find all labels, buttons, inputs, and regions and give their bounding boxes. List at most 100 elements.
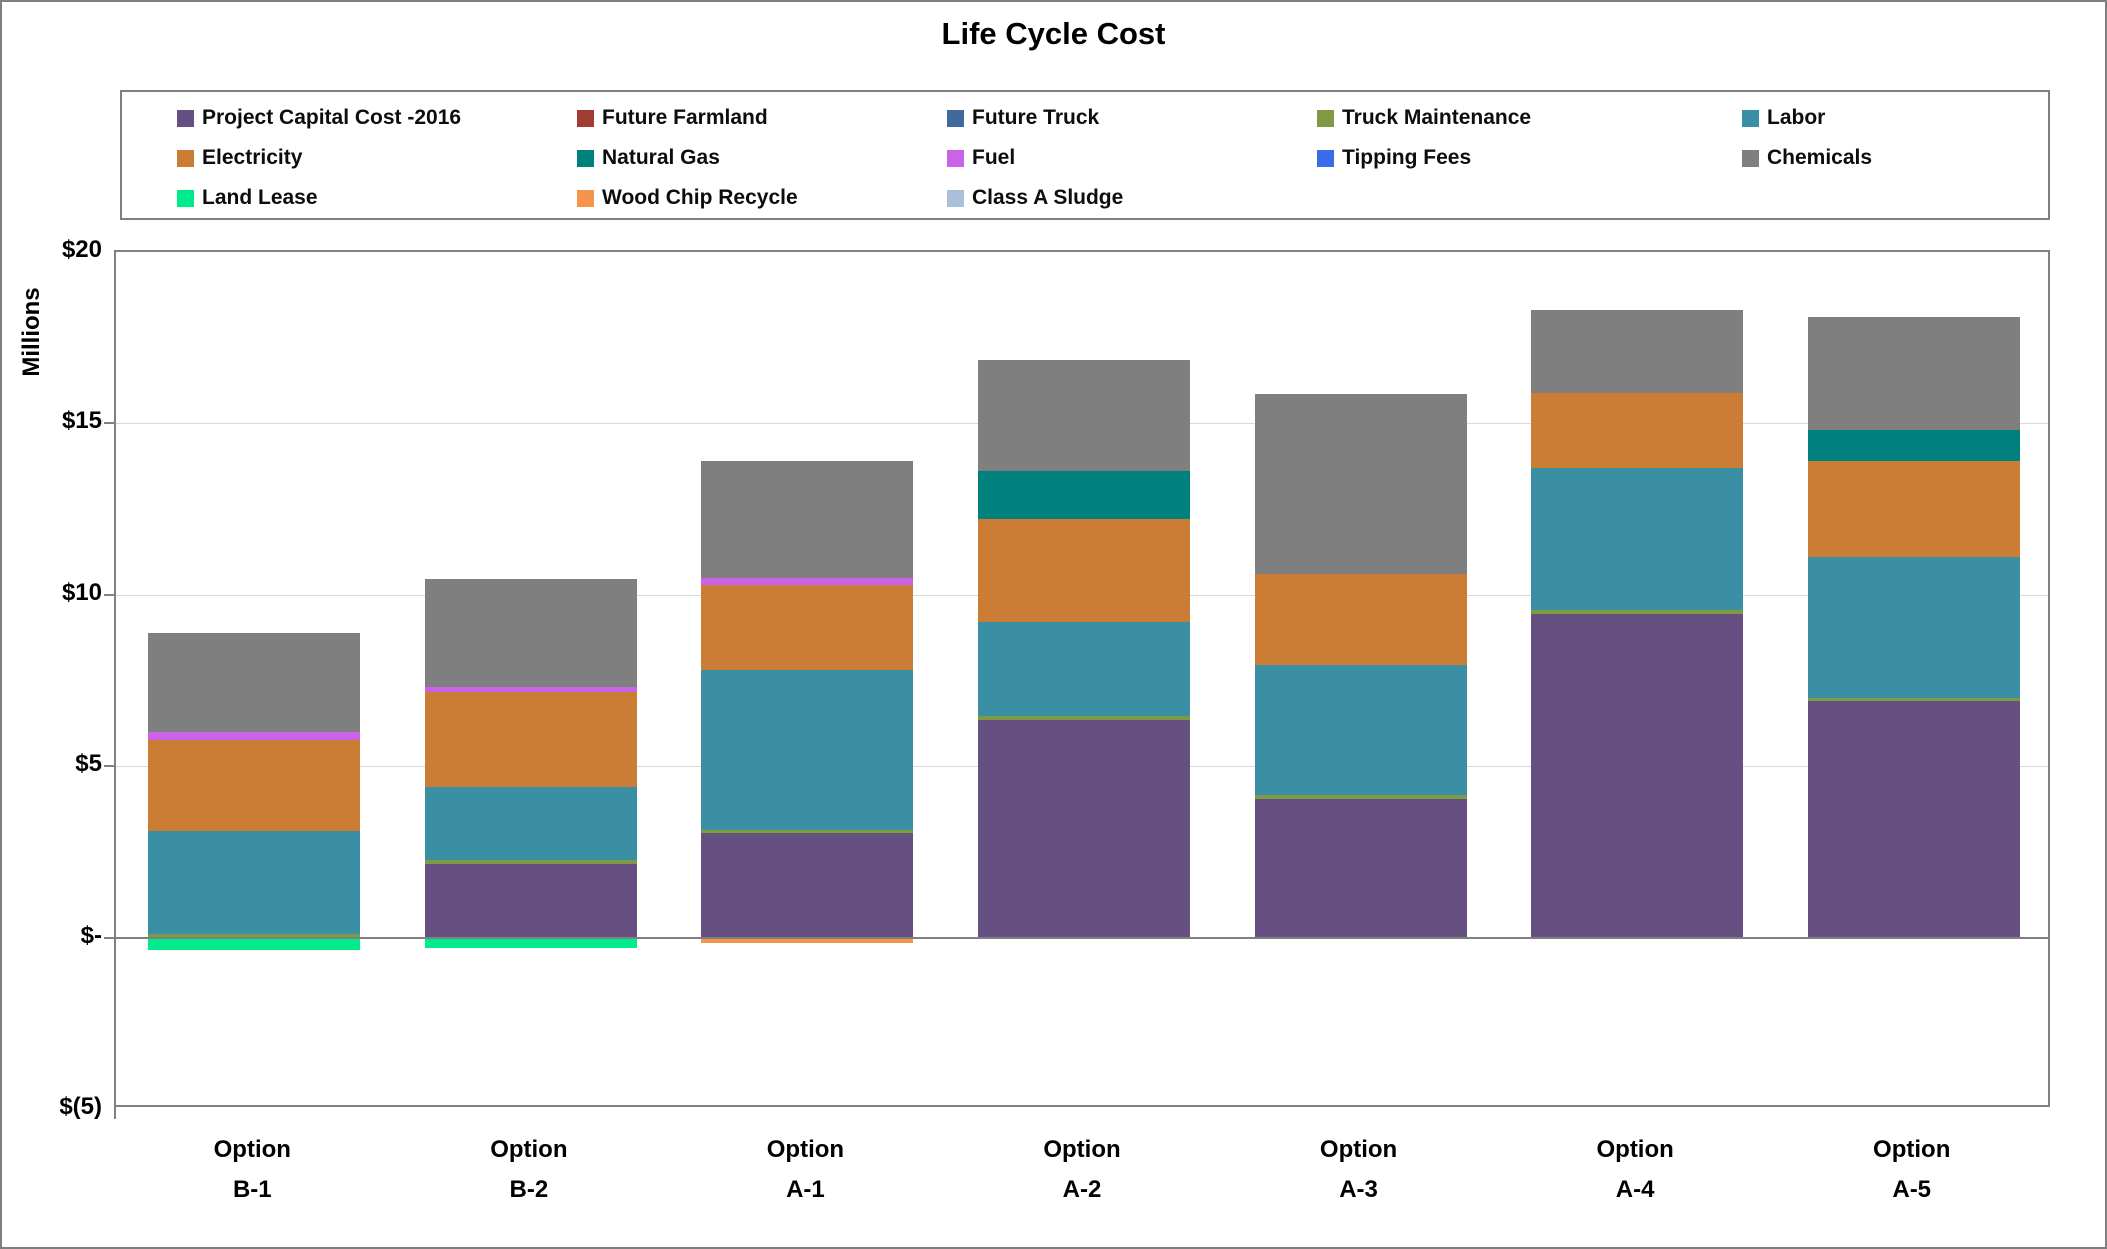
y-tick-mark-10 — [104, 593, 116, 596]
legend-label-truck-maintenance: Truck Maintenance — [1342, 106, 1532, 129]
legend-label-future-farmland: Future Farmland — [602, 106, 768, 129]
legend-item-labor: Labor — [1742, 106, 2052, 130]
bar-segment-project-capital-cost-2016-option-b-2 — [424, 863, 637, 938]
x-axis-origin-tick — [114, 1105, 116, 1119]
bar-segment-labor-option-b-2 — [424, 786, 637, 861]
x-category-label-option-b-2: Option B-2 — [391, 1130, 667, 1210]
x-category-label-line2: B-1 — [232, 1176, 272, 1203]
bar-segment-labor-option-a-1 — [701, 670, 914, 830]
y-tick-label-15: $15 — [61, 407, 102, 435]
legend-swatch-land-lease — [177, 189, 194, 207]
x-category-label-line1: Option — [766, 1136, 845, 1163]
bar-segment-fuel-option-b-2 — [424, 687, 637, 693]
bar-segment-natural-gas-option-a-5 — [1807, 430, 2020, 462]
bar-segment-chemicals-option-a-1 — [701, 461, 914, 578]
legend-label-future-truck: Future Truck — [972, 106, 1100, 129]
legend-label-land-lease: Land Lease — [202, 186, 318, 209]
legend-item-future-farmland: Future Farmland — [577, 106, 947, 130]
bar-segment-land-lease-option-b-1 — [148, 937, 361, 950]
bar-segment-labor-option-a-4 — [1531, 467, 1744, 611]
bar-segment-land-lease-option-b-2 — [424, 937, 637, 948]
x-category-label-line2: A-4 — [1615, 1176, 1655, 1203]
bar-segment-truck-maintenance-option-b-1 — [148, 934, 361, 938]
bar-segment-chemicals-option-a-3 — [1254, 394, 1467, 575]
bar-segment-project-capital-cost-2016-option-a-3 — [1254, 798, 1467, 938]
bar-segment-truck-maintenance-option-a-2 — [978, 716, 1190, 720]
bar-segment-chemicals-option-b-2 — [424, 579, 637, 688]
bar-segment-truck-maintenance-option-a-4 — [1531, 610, 1744, 614]
bar-segment-chemicals-option-a-2 — [978, 359, 1190, 472]
bar-segment-truck-maintenance-option-a-1 — [701, 829, 914, 834]
bar-segment-labor-option-a-5 — [1807, 557, 2020, 698]
bar-segment-electricity-option-a-4 — [1531, 392, 1744, 468]
legend-swatch-project-capital-cost-2016 — [177, 109, 194, 127]
legend-swatch-future-farmland — [577, 109, 594, 127]
legend-item-future-truck: Future Truck — [947, 106, 1317, 130]
bar-segment-truck-maintenance-option-a-3 — [1254, 795, 1467, 799]
legend-item-chemicals: Chemicals — [1742, 146, 2052, 170]
bar-segment-truck-maintenance-option-a-5 — [1807, 697, 2020, 702]
x-category-label-line1: Option — [1873, 1136, 1951, 1163]
bar-segment-project-capital-cost-2016-option-a-5 — [1807, 701, 2020, 938]
legend-swatch-labor — [1742, 109, 1759, 127]
plot-area — [104, 250, 2050, 1119]
x-category-label-line1: Option — [1043, 1136, 1121, 1163]
bar-segment-chemicals-option-b-1 — [148, 632, 361, 732]
legend-item-project-capital-cost-2016: Project Capital Cost -2016 — [177, 106, 577, 130]
legend-swatch-tipping-fees — [1317, 149, 1334, 167]
y-tick-mark-5 — [104, 765, 116, 768]
y-tick-label--5: $(5) — [59, 1093, 102, 1120]
legend-item-fuel: Fuel — [947, 146, 1317, 170]
bar-segment-electricity-option-a-3 — [1254, 574, 1467, 666]
bar-segment-fuel-option-b-1 — [148, 731, 361, 741]
bar-segment-labor-option-a-2 — [978, 622, 1190, 717]
legend-swatch-fuel — [947, 149, 964, 167]
x-category-label-line2: A-3 — [1339, 1176, 1378, 1203]
x-category-label-option-a-2: Option A-2 — [944, 1130, 1220, 1210]
bar-segment-project-capital-cost-2016-option-a-4 — [1531, 613, 1744, 938]
bar-segment-chemicals-option-a-4 — [1531, 310, 1744, 393]
legend-label-chemicals: Chemicals — [1767, 146, 1873, 169]
x-category-label-option-a-4: Option A-4 — [1497, 1130, 1773, 1210]
legend-swatch-chemicals — [1742, 149, 1759, 167]
legend-label-labor: Labor — [1767, 106, 1826, 129]
zero-axis-line — [116, 936, 2048, 939]
x-category-label-line2: A-2 — [1062, 1176, 1102, 1203]
x-category-label-line1: Option — [1319, 1136, 1398, 1163]
y-tick-mark-15 — [104, 422, 116, 425]
bar-segment-project-capital-cost-2016-option-a-1 — [701, 833, 914, 938]
x-category-label-line2: B-2 — [509, 1176, 549, 1203]
x-category-label-option-b-1: Option B-1 — [114, 1130, 390, 1210]
legend-label-fuel: Fuel — [972, 146, 1016, 169]
bar-segment-labor-option-a-3 — [1254, 665, 1467, 796]
x-category-label-line2: A-1 — [786, 1176, 825, 1203]
legend: Project Capital Cost -2016 Future Farmlan… — [120, 90, 2050, 220]
legend-item-wood-chip-recycle: Wood Chip Recycle — [577, 186, 947, 210]
legend-swatch-class-a-sludge — [947, 189, 964, 207]
y-tick-label-10: $10 — [61, 578, 102, 606]
legend-swatch-electricity — [177, 149, 194, 167]
bar-segment-project-capital-cost-2016-option-a-2 — [978, 719, 1190, 938]
legend-item-land-lease: Land Lease — [177, 186, 577, 210]
bar-segment-chemicals-option-a-5 — [1807, 317, 2020, 431]
legend-item-tipping-fees: Tipping Fees — [1317, 146, 1742, 170]
legend-item-electricity: Electricity — [177, 146, 577, 170]
y-axis-label: Millions — [18, 287, 45, 377]
bar-segment-labor-option-b-1 — [148, 831, 361, 935]
x-category-label-option-a-5: Option A-5 — [1774, 1130, 2050, 1210]
bar-segment-wood-chip-recycle-option-a-1 — [701, 937, 914, 943]
chart-title: Life Cycle Cost — [941, 16, 1166, 51]
legend-item-truck-maintenance: Truck Maintenance — [1317, 106, 1742, 130]
x-category-label-line2: A-5 — [1892, 1176, 1932, 1203]
bar-segment-electricity-option-b-2 — [424, 692, 637, 787]
x-category-label-line1: Option — [213, 1136, 291, 1163]
legend-item-class-a-sludge: Class A Sludge — [947, 186, 1317, 210]
legend-swatch-truck-maintenance — [1317, 109, 1334, 127]
bar-segment-natural-gas-option-a-2 — [978, 471, 1190, 520]
legend-label-wood-chip-recycle: Wood Chip Recycle — [602, 186, 798, 209]
bar-segment-electricity-option-a-1 — [701, 584, 914, 671]
x-category-label-line1: Option — [490, 1136, 568, 1163]
legend-label-electricity: Electricity — [202, 146, 303, 169]
x-category-label-line1: Option — [1596, 1136, 1674, 1163]
